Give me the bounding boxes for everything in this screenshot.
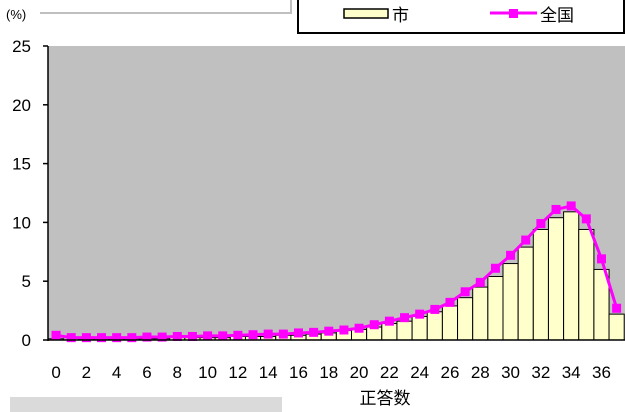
marker-national-8 [172,331,182,341]
y-tick-label: 20 [12,96,31,115]
bar-city-28 [472,286,489,341]
line-series-national [51,201,622,343]
marker-national-1 [66,333,76,343]
bar-city-22 [381,323,398,341]
title-box-edge [40,0,292,14]
x-tick-label: 18 [319,363,338,382]
bar-city-30 [502,263,519,341]
bar-city-37 [608,313,625,341]
y-tick-label: 25 [12,37,31,56]
x-tick-label: 28 [471,363,490,382]
marker-national-0 [51,330,61,340]
x-axis-ticks: 0 2 4 6 8 10 12 14 16 18 20 22 24 26 28 30 32 34 36 [51,363,611,382]
legend-label-national: 全国 [540,6,574,26]
marker-national-14 [263,329,273,339]
x-tick-label: 4 [112,363,121,382]
marker-national-33 [551,204,561,214]
marker-national-19 [339,325,349,335]
x-tick-label: 8 [173,363,182,382]
y-tick-label: 15 [12,155,31,174]
marker-national-9 [187,331,197,341]
marker-national-31 [521,235,531,245]
marker-national-21 [369,320,379,330]
x-tick-label: 34 [562,363,581,382]
marker-national-36 [596,254,606,264]
marker-national-6 [142,332,152,342]
bar-city-27 [457,297,474,341]
marker-national-32 [536,219,546,229]
marker-national-34 [566,201,576,211]
x-tick-label: 12 [228,363,247,382]
marker-national-18 [324,326,334,336]
bar-city-34 [563,211,580,341]
marker-national-25 [430,304,440,314]
x-tick-label: 20 [350,363,369,382]
y-axis-unit-label: (%) [6,7,26,22]
marker-national-24 [415,309,425,319]
marker-national-11 [218,331,228,341]
bar-city-33 [547,217,565,341]
legend-swatch-marker [509,9,518,18]
x-axis-title: 正答数 [360,389,411,409]
marker-national-4 [112,333,122,343]
marker-national-22 [384,316,394,326]
x-tick-label: 22 [380,363,399,382]
legend-swatch-bar [343,8,389,19]
marker-national-15 [278,329,288,339]
marker-national-13 [248,330,258,340]
x-tick-label: 2 [82,363,91,382]
bar-city-24 [411,315,428,341]
legend: 市 全国 [297,0,625,34]
x-tick-label: 6 [142,363,151,382]
x-tick-label: 14 [259,363,278,382]
marker-national-7 [157,332,167,342]
x-tick-label: 32 [531,363,550,382]
x-tick-label: 10 [198,363,217,382]
marker-national-23 [400,313,410,323]
x-tick-label: 24 [410,363,429,382]
marker-national-35 [581,214,591,224]
marker-national-27 [460,287,470,297]
bar-city-35 [578,228,595,341]
marker-national-5 [127,333,137,343]
bar-city-31 [517,246,534,341]
x-tick-label: 16 [289,363,308,382]
marker-national-3 [97,333,107,343]
bar-city-26 [441,305,459,341]
legend-label-city: 市 [392,6,409,26]
y-tick-label: 10 [12,213,31,232]
x-tick-label: 36 [592,363,611,382]
y-tick-label: 5 [22,272,31,291]
bar-city-23 [396,320,413,341]
marker-national-12 [233,330,243,340]
marker-national-37 [612,303,622,313]
bar-city-25 [426,311,443,341]
x-tick-label: 0 [51,363,60,382]
marker-national-20 [354,323,364,333]
marker-national-10 [203,331,213,341]
marker-national-28 [475,277,485,287]
x-tick-label: 26 [441,363,460,382]
y-axis-ticks: 0 5 10 15 20 25 [12,37,48,350]
bar-city-32 [532,228,549,341]
x-tick-label: 30 [501,363,520,382]
marker-national-26 [445,297,455,307]
bar-city-29 [487,276,504,341]
marker-national-17 [309,327,319,337]
marker-national-16 [293,328,303,338]
section-heading-box [10,397,282,412]
marker-national-30 [506,250,516,260]
marker-national-29 [490,263,500,273]
y-tick-label: 0 [22,331,31,350]
marker-national-2 [81,333,91,343]
